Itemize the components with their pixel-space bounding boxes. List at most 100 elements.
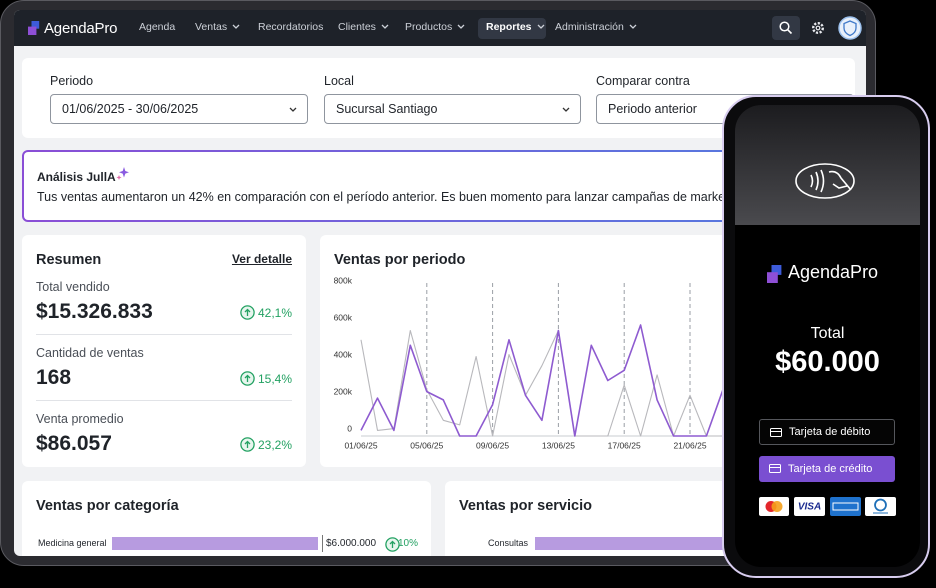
card-icon [769, 464, 781, 473]
row-change: 10% [398, 538, 419, 549]
nav-chevron [381, 24, 389, 30]
visa-bg [794, 497, 825, 516]
card-outline [770, 428, 782, 437]
trend-arrow [244, 308, 251, 316]
chart-title: Ventas por periodo [334, 252, 465, 268]
nav-item[interactable]: Reportes [486, 21, 545, 33]
line-chart: Ventas por periodo 0 200k 400k 600k 800k 01/06… [334, 252, 866, 450]
chevron-icon [381, 24, 389, 29]
y-tick-label: 0 [347, 423, 352, 433]
brand-square [771, 265, 782, 275]
nav-item[interactable]: Productos [405, 21, 465, 33]
search-button[interactable] [772, 16, 800, 40]
payment-button-label[interactable]: Tarjeta de débito [789, 426, 871, 438]
trend-up-icon [240, 305, 255, 320]
chevron-icon [629, 24, 637, 29]
metric-change: 42,1% [257, 306, 292, 320]
search-icon [779, 21, 793, 35]
card-icon [770, 428, 782, 437]
summary-card: Resumen Ver detalle Total vendido $15.326.8… [22, 235, 306, 467]
search-lens [779, 21, 790, 32]
metric-label: Total vendido [36, 280, 110, 294]
nav-item[interactable]: Administración [555, 21, 637, 33]
avatar [838, 16, 862, 40]
breakdown-title: Ventas por categoría [36, 498, 179, 514]
gear-hole [815, 25, 821, 31]
nav-item-label[interactable]: Clientes [338, 21, 376, 33]
insight-title: Análisis JullA [37, 170, 116, 184]
brand-icon [767, 265, 782, 283]
nav-item-label[interactable]: Agenda [139, 21, 176, 33]
summary-link[interactable]: Ver detalle [231, 252, 292, 266]
contactless-icon [795, 163, 855, 199]
metric-value: $15.326.833 [36, 300, 153, 323]
trend-arrow [244, 440, 251, 448]
chevron [457, 24, 465, 29]
chevron [381, 24, 389, 29]
divider [36, 334, 292, 335]
chevron-icon [457, 24, 465, 29]
nav-active-bg [478, 18, 546, 39]
chevron-icon [232, 24, 240, 29]
filter-value[interactable]: Sucursal Santiago [336, 102, 438, 116]
brand-square [767, 272, 778, 283]
trend-arrow [389, 540, 396, 548]
breakdown-title: Ventas por servicio [459, 498, 592, 514]
filter-value[interactable]: Periodo anterior [608, 102, 697, 116]
settings-icon [811, 21, 825, 35]
phone-screen: AgendaPro Total $60.000 Tarjeta de débito Ta… [735, 105, 920, 567]
metric-label: Venta promedio [36, 412, 124, 426]
x-tick-label: 17/06/25 [608, 440, 641, 450]
nav-item-label[interactable]: Ventas [195, 21, 228, 33]
chevron-icon [289, 107, 297, 112]
visa-logo: VISA [798, 502, 821, 513]
total-amount: $60.000 [775, 346, 880, 378]
nav-item-label[interactable]: Productos [405, 21, 453, 33]
nav-item-label[interactable]: Reportes [486, 21, 532, 33]
chevron [289, 107, 297, 112]
gear-ring [811, 21, 825, 35]
nav-item[interactable]: Clientes [338, 21, 389, 33]
filter-select[interactable]: Sucursal Santiago [324, 94, 581, 124]
payment-button[interactable]: Tarjeta de crédito [759, 456, 895, 482]
chevron [232, 24, 240, 29]
diners-circle [874, 498, 887, 512]
y-tick-label: 400k [334, 349, 353, 359]
nav-item[interactable]: Agenda [139, 21, 175, 33]
metric-value: 168 [36, 366, 72, 389]
card-outline [769, 464, 781, 473]
nav-chevron [232, 24, 240, 30]
nav-item-label[interactable]: Recordatorios [258, 21, 324, 33]
chevron-icon [537, 24, 544, 29]
sparkle [119, 167, 129, 178]
phone-reader-area [735, 105, 920, 225]
trend-up-icon [385, 537, 400, 552]
total-label: Total [810, 325, 845, 342]
payment-button[interactable]: Tarjeta de débito [759, 419, 895, 445]
amex-band [832, 502, 859, 511]
chevron [562, 107, 570, 112]
filter-value[interactable]: 01/06/2025 - 30/06/2025 [62, 102, 199, 116]
nav-chevron [537, 24, 545, 30]
insight-card: Análisis JullA Tus ventas aumentaron un 4… [22, 150, 862, 222]
filter-label: Comparar contra [596, 74, 690, 88]
filter-label: Periodo [50, 74, 94, 88]
brand-square [28, 26, 37, 35]
x-tick-label: 13/06/25 [542, 440, 575, 450]
metric-change: 15,4% [257, 372, 292, 386]
diners-bg [865, 497, 896, 516]
trend-arrow [244, 374, 251, 382]
nav-item-label[interactable]: Administración [555, 21, 624, 33]
breakdown-card: Ventas por categoría Medicina general $6.0… [22, 481, 431, 556]
brand-square [31, 21, 40, 29]
row-value: $6.000.000 [326, 538, 377, 549]
metric-label: Cantidad de ventas [36, 346, 144, 360]
metric-change: 23,2% [257, 438, 292, 452]
filter-select[interactable]: 01/06/2025 - 30/06/2025 [50, 94, 308, 124]
nav-item[interactable]: Ventas [195, 21, 240, 33]
payment-button-label[interactable]: Tarjeta de crédito [788, 463, 873, 475]
card-brands: VISA [759, 497, 896, 516]
trend-up-icon [240, 371, 255, 386]
nav-item[interactable]: Recordatorios [258, 21, 323, 33]
amex-bg [830, 497, 861, 516]
